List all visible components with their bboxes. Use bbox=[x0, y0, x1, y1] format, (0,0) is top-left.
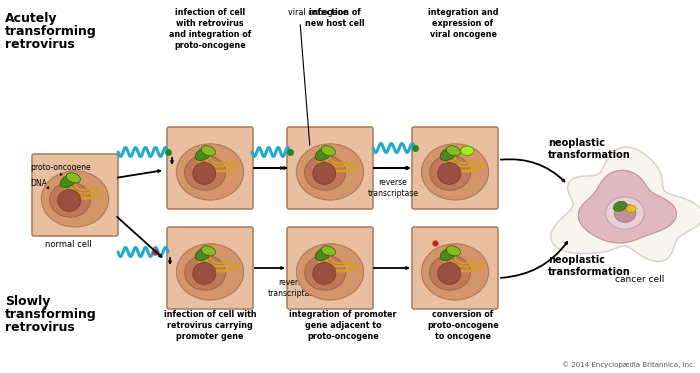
Polygon shape bbox=[551, 147, 700, 261]
Ellipse shape bbox=[193, 163, 216, 184]
Text: transforming: transforming bbox=[5, 308, 97, 321]
Ellipse shape bbox=[201, 246, 216, 256]
Ellipse shape bbox=[304, 155, 346, 190]
Ellipse shape bbox=[313, 163, 336, 184]
Text: proto-oncogene: proto-oncogene bbox=[30, 163, 90, 172]
Ellipse shape bbox=[430, 255, 470, 290]
Text: normal cell: normal cell bbox=[45, 240, 92, 249]
Ellipse shape bbox=[430, 155, 470, 190]
Ellipse shape bbox=[58, 189, 80, 211]
Ellipse shape bbox=[296, 144, 363, 200]
Text: transforming: transforming bbox=[5, 25, 97, 38]
Ellipse shape bbox=[315, 147, 332, 160]
Text: Slowly: Slowly bbox=[5, 295, 50, 308]
Text: Acutely: Acutely bbox=[5, 12, 57, 25]
FancyBboxPatch shape bbox=[32, 154, 118, 236]
FancyBboxPatch shape bbox=[412, 127, 498, 209]
Text: viral oncogene: viral oncogene bbox=[288, 8, 348, 17]
Text: retrovirus: retrovirus bbox=[5, 38, 75, 51]
Ellipse shape bbox=[296, 244, 363, 300]
Ellipse shape bbox=[321, 146, 335, 156]
Ellipse shape bbox=[421, 144, 489, 200]
Ellipse shape bbox=[304, 255, 346, 290]
FancyBboxPatch shape bbox=[167, 227, 253, 309]
Text: integration and
expression of
viral oncogene: integration and expression of viral onco… bbox=[428, 8, 498, 39]
FancyBboxPatch shape bbox=[287, 127, 373, 209]
Ellipse shape bbox=[313, 263, 336, 284]
Text: DNA: DNA bbox=[30, 179, 47, 188]
Polygon shape bbox=[578, 170, 676, 243]
Ellipse shape bbox=[315, 247, 332, 260]
Ellipse shape bbox=[60, 175, 77, 188]
Ellipse shape bbox=[195, 147, 211, 160]
Text: © 2014 Encyclopædia Britannica, Inc.: © 2014 Encyclopædia Britannica, Inc. bbox=[561, 361, 695, 368]
Ellipse shape bbox=[606, 197, 644, 229]
Ellipse shape bbox=[421, 244, 489, 300]
FancyBboxPatch shape bbox=[167, 127, 253, 209]
Text: retrovirus: retrovirus bbox=[5, 321, 75, 334]
Text: reverse
transcriptase: reverse transcriptase bbox=[267, 278, 318, 298]
Ellipse shape bbox=[440, 147, 456, 160]
Ellipse shape bbox=[446, 246, 461, 256]
Ellipse shape bbox=[321, 246, 335, 256]
Ellipse shape bbox=[66, 173, 80, 183]
Ellipse shape bbox=[195, 247, 211, 260]
Text: infection of
new host cell: infection of new host cell bbox=[305, 8, 365, 28]
Ellipse shape bbox=[438, 263, 461, 284]
Ellipse shape bbox=[614, 204, 636, 222]
Ellipse shape bbox=[446, 146, 461, 156]
Ellipse shape bbox=[185, 255, 225, 290]
Text: cancer cell: cancer cell bbox=[615, 275, 665, 284]
Text: conversion of
proto-oncogene
to oncogene: conversion of proto-oncogene to oncogene bbox=[427, 310, 499, 341]
Ellipse shape bbox=[176, 144, 244, 200]
Ellipse shape bbox=[50, 182, 90, 217]
FancyBboxPatch shape bbox=[287, 227, 373, 309]
Ellipse shape bbox=[613, 201, 626, 211]
FancyBboxPatch shape bbox=[412, 227, 498, 309]
Text: infection of cell
with retrovirus
and integration of
proto-oncogene: infection of cell with retrovirus and in… bbox=[169, 8, 251, 50]
Text: neoplastic
transformation: neoplastic transformation bbox=[548, 138, 631, 160]
Text: integration of promoter
gene adjacent to
proto-oncogene: integration of promoter gene adjacent to… bbox=[289, 310, 397, 341]
Ellipse shape bbox=[185, 155, 225, 190]
Ellipse shape bbox=[626, 205, 636, 213]
Text: neoplastic
transformation: neoplastic transformation bbox=[548, 255, 631, 278]
Text: infection of cell with
retrovirus carrying
promoter gene: infection of cell with retrovirus carryi… bbox=[164, 310, 256, 341]
Ellipse shape bbox=[41, 171, 108, 227]
Ellipse shape bbox=[440, 247, 456, 260]
Ellipse shape bbox=[438, 163, 461, 184]
Ellipse shape bbox=[193, 263, 216, 284]
Text: reverse
transcriptase: reverse transcriptase bbox=[368, 178, 419, 198]
Ellipse shape bbox=[461, 146, 474, 156]
Ellipse shape bbox=[201, 146, 216, 156]
Ellipse shape bbox=[176, 244, 244, 300]
